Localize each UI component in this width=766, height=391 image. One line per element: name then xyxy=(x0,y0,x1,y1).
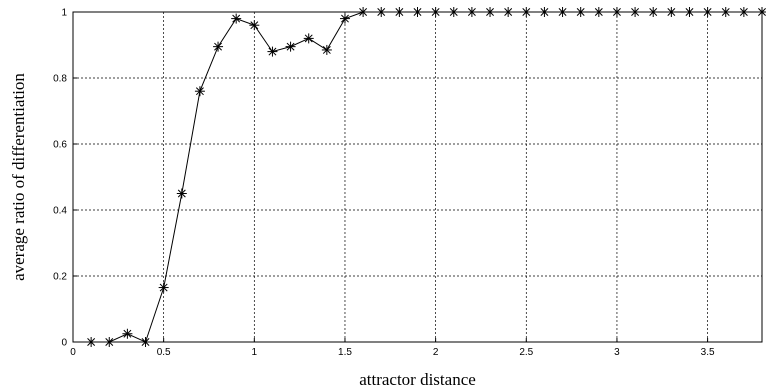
plot-frame xyxy=(72,11,763,343)
data-point-marker xyxy=(394,7,405,17)
data-point-marker xyxy=(376,7,387,17)
data-point-marker xyxy=(176,188,187,199)
data-point-marker xyxy=(630,7,641,17)
data-point-marker xyxy=(303,33,314,44)
data-point-marker xyxy=(757,7,766,17)
data-point-marker xyxy=(648,7,659,17)
data-point-marker xyxy=(285,41,296,52)
data-point-marker xyxy=(158,282,169,293)
data-point-marker xyxy=(249,20,260,31)
data-point-marker xyxy=(575,7,586,17)
series-line xyxy=(91,11,762,343)
x-tick-label: 3.5 xyxy=(701,347,715,358)
y-tick-label: 0.4 xyxy=(53,206,67,217)
y-axis-title: average ratio of differentiation xyxy=(9,73,28,281)
x-tick-label: 2 xyxy=(433,347,439,358)
y-tick-label: 0.6 xyxy=(53,140,67,151)
x-tick-label: 0 xyxy=(70,347,76,358)
data-point-marker xyxy=(720,7,731,17)
data-point-marker xyxy=(738,7,749,17)
y-tick-label: 0.8 xyxy=(53,74,67,85)
data-point-marker xyxy=(358,7,369,17)
data-point-marker xyxy=(339,13,350,24)
data-point-marker xyxy=(539,7,550,17)
data-point-marker xyxy=(503,7,514,17)
data-point-marker xyxy=(86,337,97,347)
data-point-marker xyxy=(684,7,695,17)
x-tick-label: 0.5 xyxy=(157,347,171,358)
data-point-marker xyxy=(231,13,242,24)
x-tick-label: 2.5 xyxy=(519,347,533,358)
data-point-marker xyxy=(593,7,604,17)
data-point-marker xyxy=(466,7,477,17)
x-tick-label: 3 xyxy=(614,347,620,358)
data-point-marker xyxy=(702,7,713,17)
axis-ticks: 0 0.5 1 1.5 2 2.5 3 3.5 0 0.2 0.4 0.6 0.8 1 xyxy=(53,8,715,359)
data-point-marker xyxy=(321,44,332,55)
data-point-marker xyxy=(611,7,622,17)
data-point-marker xyxy=(430,7,441,17)
y-tick-label: 1 xyxy=(61,8,67,19)
data-point-marker xyxy=(557,7,568,17)
data-point-marker xyxy=(485,7,496,17)
data-point-marker xyxy=(521,7,532,17)
data-point-marker xyxy=(213,41,224,52)
x-tick-label: 1 xyxy=(252,347,258,358)
data-point-marker xyxy=(122,328,133,339)
data-point-marker xyxy=(448,7,459,17)
series-layer xyxy=(86,7,766,347)
x-tick-label: 1.5 xyxy=(338,347,352,358)
data-point-marker xyxy=(104,337,115,347)
data-point-marker xyxy=(267,46,278,57)
y-tick-label: 0 xyxy=(61,338,67,349)
grid xyxy=(73,12,762,342)
data-point-marker xyxy=(666,7,677,17)
data-point-marker xyxy=(412,7,423,17)
data-point-marker xyxy=(140,337,151,347)
y-tick-label: 0.2 xyxy=(53,272,67,283)
data-point-marker xyxy=(194,86,205,97)
x-axis-title: attractor distance xyxy=(359,370,476,389)
